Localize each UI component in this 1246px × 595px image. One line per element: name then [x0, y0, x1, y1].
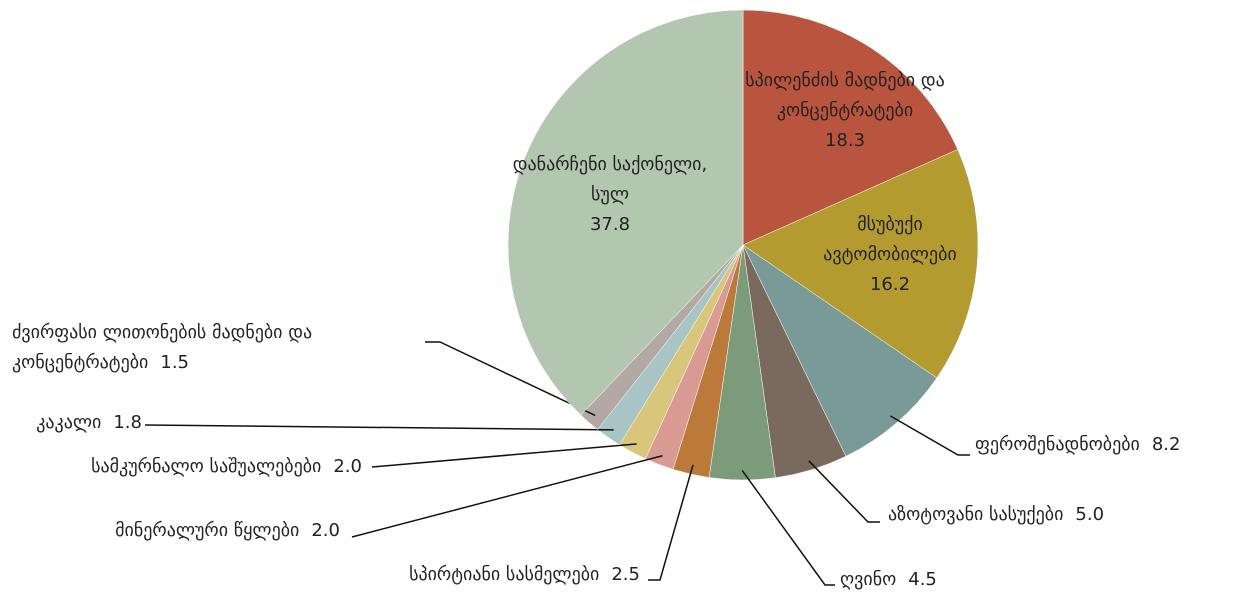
- slice-label: მსუბუქი ავტომობილები 16.2: [800, 210, 980, 300]
- label-name: სამკურნალო საშუალებები: [91, 456, 322, 477]
- label-value: 18.3: [824, 130, 866, 151]
- slice-label: ფეროშენადნობები 8.2: [975, 430, 1180, 460]
- label-value: 1.8: [113, 412, 142, 433]
- leader-line: [351, 455, 663, 538]
- pie-slice: [507, 9, 744, 416]
- label-name: სპილენძის მადნები და კონცენტრატები: [745, 70, 945, 121]
- leader-line: [889, 415, 970, 456]
- leader-line: [741, 470, 835, 586]
- label-value: 4.5: [908, 569, 937, 590]
- label-value: 2.5: [611, 564, 640, 585]
- slice-label: ღვინო 4.5: [840, 565, 937, 595]
- label-value: 8.2: [1151, 434, 1181, 455]
- label-value: 5.0: [1075, 504, 1105, 525]
- label-value: 1.5: [160, 352, 190, 373]
- label-name: ღვინო: [840, 569, 897, 590]
- leader-line: [648, 464, 694, 581]
- slice-label: დანარჩენი საქონელი, სულ 37.8: [505, 150, 715, 240]
- pie-slice: [742, 244, 938, 457]
- label-value: 16.2: [869, 274, 911, 295]
- label-name: კაკალი: [36, 412, 102, 433]
- pie-slice: [742, 9, 959, 246]
- label-value: 2.0: [311, 520, 340, 541]
- label-name: ძვირფასი ლითონების მადნები და კონცენტრატ…: [12, 322, 313, 373]
- slice-label: აზოტოვანი სასუქები 5.0: [888, 500, 1104, 530]
- leader-line: [808, 460, 880, 523]
- label-name: მსუბუქი ავტომობილები: [823, 214, 957, 265]
- label-name: სპირტიანი სასმელები: [409, 564, 600, 585]
- slice-label: მინერალური წყლები 2.0: [115, 516, 340, 546]
- label-name: მინერალური წყლები: [115, 520, 300, 541]
- slice-label: ძვირფასი ლითონების მადნები და კონცენტრატ…: [12, 318, 432, 378]
- label-value: 37.8: [589, 214, 631, 235]
- slice-label: სპირტიანი სასმელები 2.5: [409, 560, 640, 590]
- leader-line: [425, 341, 596, 417]
- label-name: აზოტოვანი სასუქები: [888, 504, 1064, 525]
- slice-label: კაკალი 1.8: [36, 408, 142, 438]
- slice-label: სამკურნალო საშუალებები 2.0: [91, 452, 362, 482]
- label-value: 2.0: [333, 456, 362, 477]
- label-name: ფეროშენადნობები: [975, 434, 1140, 455]
- slice-label: სპილენძის მადნები და კონცენტრატები 18.3: [745, 66, 945, 156]
- label-name: დანარჩენი საქონელი, სულ: [512, 154, 708, 205]
- leader-line: [144, 424, 614, 431]
- leader-line: [371, 443, 637, 468]
- pie-slice: [742, 149, 979, 379]
